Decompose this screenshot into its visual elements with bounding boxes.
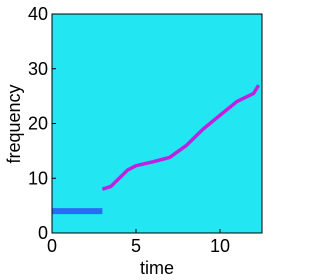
y-axis-label: frequency bbox=[4, 84, 24, 163]
y-tick-label: 20 bbox=[28, 114, 48, 134]
y-tick-label: 10 bbox=[28, 168, 48, 188]
x-tick-label: 10 bbox=[210, 236, 230, 256]
chart: time frequency 0 5 10 0 10 20 30 40 bbox=[4, 4, 263, 278]
y-tick-label: 40 bbox=[28, 4, 48, 24]
x-tick-label: 5 bbox=[131, 236, 141, 256]
x-axis-label: time bbox=[140, 258, 174, 278]
x-tick-label: 0 bbox=[47, 236, 57, 256]
ridge-line bbox=[101, 84, 261, 191]
y-tick-label: 30 bbox=[28, 59, 48, 79]
plot-background bbox=[52, 14, 262, 233]
y-tick-label: 0 bbox=[38, 223, 48, 243]
